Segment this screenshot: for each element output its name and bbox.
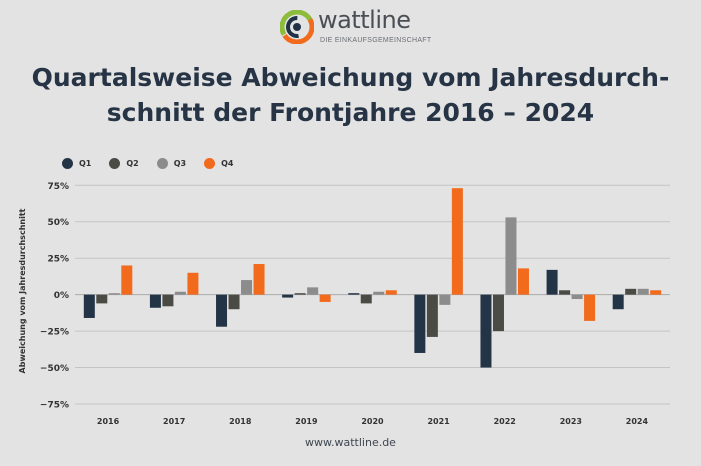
bar-q3-2019 (307, 287, 319, 295)
bar-q1-2024 (612, 294, 624, 310)
y-tick-label: 0% (54, 291, 69, 301)
bar-q2-2020 (360, 294, 372, 304)
bar-q1-2017 (149, 294, 161, 308)
y-tick-label: 50% (47, 218, 69, 228)
bar-q2-2018 (228, 294, 240, 310)
bar-q2-2019 (294, 293, 306, 295)
brand-name: wattline (318, 6, 411, 34)
x-tick-label: 2023 (560, 417, 582, 426)
bar-q2-2021 (426, 294, 438, 337)
bar-q1-2018 (216, 294, 228, 327)
y-tick-label: −25% (40, 328, 69, 338)
bar-q4-2021 (451, 188, 463, 295)
chart-title-line-1: Quartalsweise Abweichung vom Jahresdurch… (31, 63, 670, 92)
x-tick-label: 2018 (229, 417, 252, 426)
bar-q4-2020 (385, 290, 397, 295)
bar-q3-2021 (439, 294, 451, 305)
x-tick-label: 2019 (295, 417, 318, 426)
bar-q2-2023 (559, 290, 571, 295)
bar-q1-2022 (480, 294, 492, 368)
website-url: www.wattline.de (305, 436, 396, 449)
bar-q4-2023 (584, 294, 596, 321)
bar-q4-2024 (650, 290, 662, 295)
y-tick-label: 75% (47, 182, 69, 192)
bar-q3-2022 (505, 217, 517, 295)
legend-label: Q1 (79, 159, 92, 168)
chart-title-line-2: schnitt der Frontjahre 2016 – 2024 (106, 98, 595, 127)
chart-title: Quartalsweise Abweichung vom Jahresdurch… (20, 60, 681, 130)
bar-q2-2022 (492, 294, 504, 332)
legend-label: Q2 (126, 159, 139, 168)
y-tick-label: −75% (40, 401, 69, 411)
brand-tagline: DIE EINKAUFSGEMEINSCHAFT (320, 37, 432, 44)
bar-q1-2020 (348, 293, 360, 295)
y-axis-label: Abweichung vom Jahresdurchschnitt (18, 208, 27, 373)
bar-q1-2023 (546, 269, 558, 295)
x-tick-label: 2024 (626, 417, 649, 426)
legend-item-q1: Q1 (62, 153, 91, 172)
bar-q2-2024 (625, 288, 637, 295)
legend-swatch (156, 158, 168, 169)
legend-label: Q4 (221, 159, 234, 168)
bar-q3-2023 (571, 294, 583, 300)
x-tick-label: 2017 (163, 417, 185, 426)
wattline-logo-icon (280, 10, 314, 44)
bar-q1-2016 (83, 294, 95, 318)
brand-logo: wattline DIE EINKAUFSGEMEINSCHAFT (280, 6, 440, 48)
bar-q4-2019 (319, 294, 331, 302)
legend-label: Q3 (173, 159, 187, 168)
bar-q4-2018 (253, 264, 265, 295)
bar-q4-2017 (187, 272, 199, 295)
bar-q4-2022 (517, 268, 529, 295)
bar-q2-2017 (162, 294, 174, 307)
legend-swatch (204, 158, 216, 169)
x-tick-label: 2020 (361, 417, 384, 426)
chart-legend: Q1 Q2 Q3 Q4 (62, 152, 252, 169)
y-tick-label: −50% (40, 364, 69, 374)
bar-q3-2017 (174, 291, 186, 295)
bar-q3-2024 (637, 288, 649, 295)
bar-q1-2019 (282, 294, 294, 298)
bar-q4-2016 (121, 265, 133, 295)
legend-swatch (62, 158, 73, 169)
bar-q3-2018 (241, 280, 253, 295)
bar-q1-2021 (414, 294, 426, 353)
x-tick-label: 2021 (427, 417, 450, 426)
legend-item-q2: Q2 (109, 153, 139, 172)
bar-q2-2016 (96, 294, 108, 304)
bar-q3-2016 (108, 293, 120, 295)
x-tick-label: 2016 (97, 417, 120, 426)
bar-q3-2020 (373, 291, 385, 295)
y-tick-label: 25% (47, 255, 69, 265)
legend-swatch (109, 158, 121, 169)
x-tick-label: 2022 (494, 417, 516, 426)
legend-item-q3: Q3 (156, 153, 187, 172)
legend-item-q4: Q4 (204, 153, 234, 172)
